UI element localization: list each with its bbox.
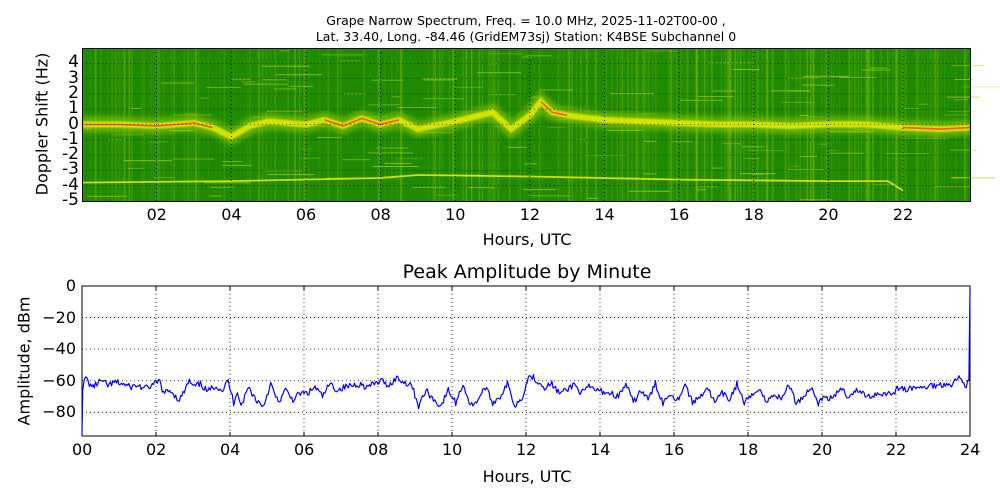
spectrogram-x-tick: 18	[743, 205, 764, 224]
amplitude-canvas	[81, 285, 971, 437]
spectrogram-canvas	[81, 48, 1000, 201]
spectrogram-x-tick: 08	[370, 205, 391, 224]
spectrogram-y-axis-label: Doppler Shift (Hz)	[32, 52, 52, 196]
spectrogram-y-tick: 1	[68, 98, 79, 119]
spectrogram-x-tick: 02	[146, 205, 167, 224]
figure-title-line1: Grape Narrow Spectrum, Freq. = 10.0 MHz,…	[326, 13, 726, 28]
amplitude-y-axis-label: Amplitude, dBm	[14, 296, 34, 426]
spectrogram-x-tick: 14	[594, 205, 615, 224]
amplitude-x-tick: 22	[886, 440, 907, 459]
spectrogram-x-axis-label: Hours, UTC	[482, 230, 572, 249]
spectrogram-x-tick: 04	[221, 205, 242, 224]
amplitude-panel: Peak Amplitude by Minute 0 −20 −40 −60 −80 0…	[0, 250, 1000, 500]
amplitude-x-tick: 16	[664, 440, 685, 459]
amplitude-x-tick: 12	[516, 440, 537, 459]
spectrogram-x-tick: 12	[519, 205, 541, 224]
spectrogram-plot-area	[82, 48, 971, 202]
amplitude-x-tick: 20	[812, 440, 833, 459]
amplitude-x-tick: 00	[72, 440, 93, 459]
spectrogram-y-tick: 2	[68, 82, 79, 103]
spectrogram-y-tick: -1	[62, 128, 79, 149]
amplitude-y-tick: 0	[65, 276, 76, 295]
spectrogram-y-tick: 3	[68, 67, 79, 88]
spectrogram-y-tick: -3	[62, 159, 79, 180]
spectrogram-y-tick: -4	[62, 174, 79, 195]
amplitude-title: Peak Amplitude by Minute	[402, 261, 652, 283]
spectrogram-x-tick: 06	[295, 205, 317, 224]
figure-title: Grape Narrow Spectrum, Freq. = 10.0 MHz,…	[0, 13, 1000, 45]
spectrogram-x-tick: 16	[668, 205, 690, 224]
amplitude-x-tick: 06	[294, 440, 315, 459]
amplitude-x-axis-label: Hours, UTC	[482, 467, 572, 486]
amplitude-x-tick: 14	[590, 440, 611, 459]
amplitude-y-tick: −40	[42, 339, 76, 359]
figure-title-line2: Lat. 33.40, Long. -84.46 (GridEM73sj) St…	[315, 29, 737, 44]
amplitude-x-tick: 10	[442, 440, 463, 459]
spectrogram-x-tick: 10	[445, 205, 466, 224]
spectrogram-y-tick: 4	[68, 52, 79, 73]
spectrogram-y-tick: -5	[62, 190, 79, 210]
amplitude-y-tick: −80	[42, 402, 76, 422]
spectrogram-y-tick: 0	[68, 113, 79, 134]
amplitude-x-tick: 02	[146, 440, 167, 459]
amplitude-y-tick: −20	[42, 307, 76, 327]
spectrogram-y-tick: -2	[62, 144, 79, 165]
spectrogram-x-tick: 20	[818, 205, 839, 224]
amplitude-x-tick: 08	[368, 440, 389, 459]
amplitude-x-tick: 04	[220, 440, 241, 459]
spectrogram-panel: 4 3 2 1 0 -1 -2 -3 -4 -5 02 04 06 08 10 12 14 16 18 20 22 D…	[32, 48, 1000, 249]
amplitude-x-tick: 18	[738, 440, 759, 459]
amplitude-x-tick: 24	[960, 440, 981, 459]
amplitude-y-tick: −60	[42, 370, 76, 390]
spectrogram-x-tick: 22	[892, 205, 914, 224]
